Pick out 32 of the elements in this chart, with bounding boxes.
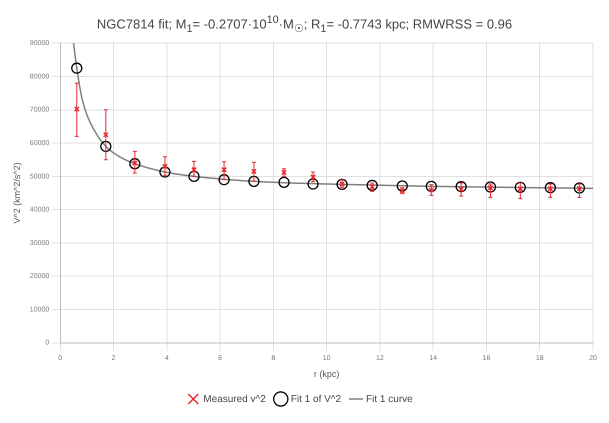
point bbox=[129, 158, 140, 170]
point bbox=[251, 168, 257, 174]
point bbox=[574, 182, 586, 194]
point bbox=[71, 62, 82, 74]
point bbox=[514, 182, 526, 193]
point bbox=[74, 106, 80, 112]
legend-label: Fit 1 curve bbox=[366, 394, 414, 405]
x-axis-title: r (kpc) bbox=[314, 369, 340, 380]
point bbox=[544, 182, 556, 194]
point bbox=[159, 166, 171, 178]
point bbox=[188, 170, 200, 182]
point bbox=[278, 176, 290, 188]
point bbox=[336, 178, 348, 190]
point bbox=[248, 176, 260, 187]
point bbox=[100, 140, 112, 152]
y-axis-title: V^2 (km^2/s^2) bbox=[12, 162, 22, 224]
point bbox=[428, 187, 434, 193]
point bbox=[366, 180, 378, 191]
legend-label: Fit 1 of V^2 bbox=[290, 394, 342, 405]
point bbox=[191, 166, 197, 173]
point bbox=[396, 180, 408, 192]
point bbox=[102, 132, 109, 138]
legend-label: Measured v^2 bbox=[203, 394, 266, 405]
point bbox=[426, 180, 437, 192]
point bbox=[456, 181, 467, 192]
point bbox=[307, 178, 319, 190]
point bbox=[484, 181, 496, 193]
point bbox=[310, 174, 316, 180]
point bbox=[221, 166, 227, 173]
point bbox=[162, 164, 168, 170]
point bbox=[218, 174, 230, 186]
chart-title: NGC7814 fit; M$_{1}$= -0.2707·10$^{10}$·M$_{☉}$; R$_{1}$= -0.7743 kpc; RMWRSS = 0.96 bbox=[96, 14, 512, 35]
